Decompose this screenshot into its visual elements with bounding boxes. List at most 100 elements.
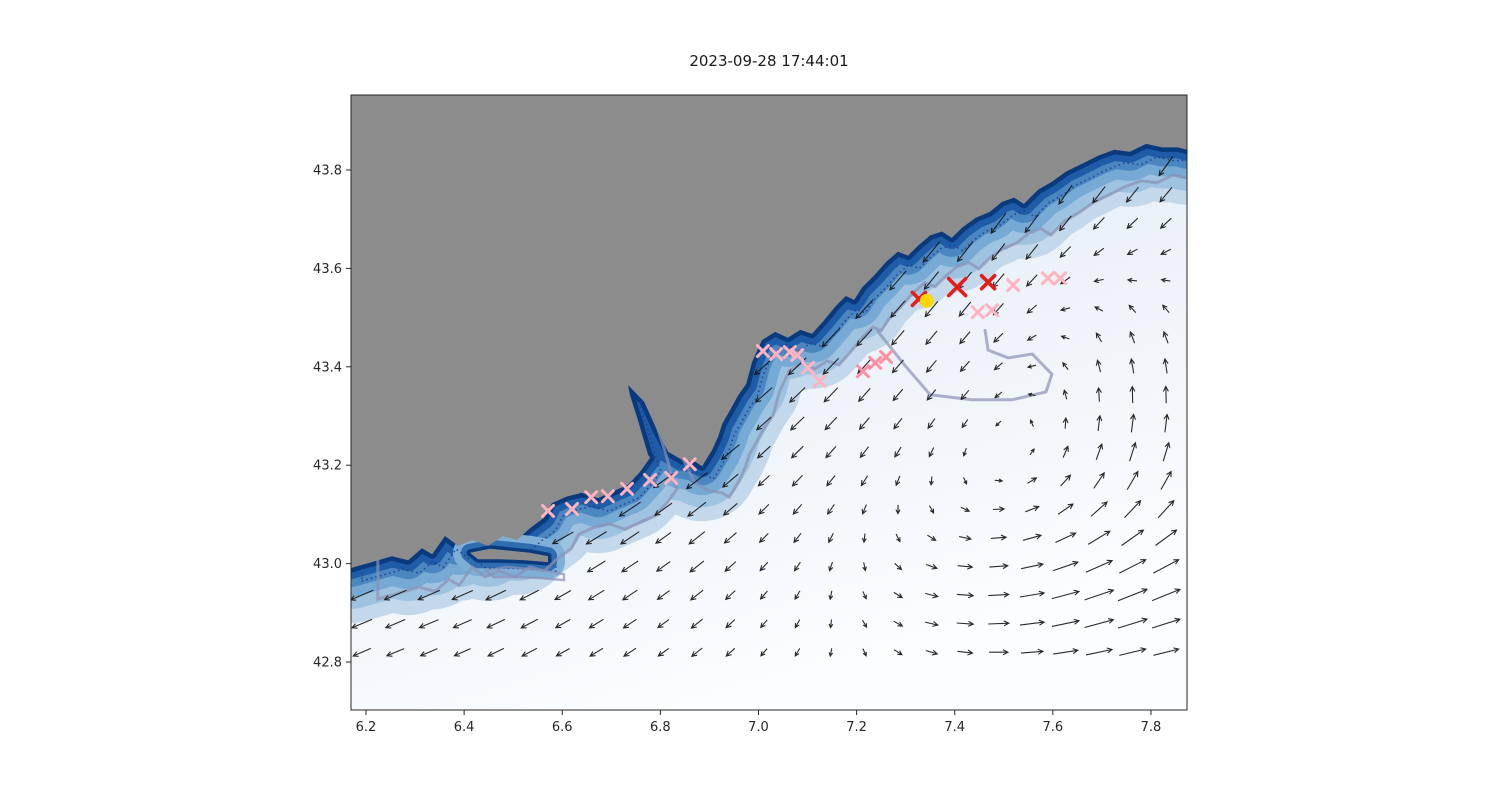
current-arrow [861,504,867,515]
current-arrow [925,563,939,570]
current-arrow [892,388,904,402]
current-arrow [993,332,1004,343]
current-arrow [1126,277,1138,283]
plot-border [350,94,1188,711]
current-arrow [1093,277,1104,284]
current-arrow [1060,335,1070,340]
current-arrow [657,619,670,629]
current-arrow [893,417,903,430]
y-tick-label: 43.8 [313,164,342,179]
current-arrow [486,618,506,629]
current-arrow [1053,560,1079,572]
current-quiver [351,156,1182,658]
current-arrow [956,620,975,627]
current-arrow [1121,529,1145,546]
current-arrow [1119,559,1147,574]
current-arrow [1085,559,1114,573]
current-arrow [994,391,1003,399]
pink-x-marker [1006,278,1021,293]
current-arrow [1027,392,1036,397]
current-arrow [957,649,974,656]
pink-x-marker [600,489,615,504]
current-arrow [688,531,706,545]
current-arrow [791,474,803,487]
current-arrow [1153,559,1180,574]
current-arrow [928,476,934,486]
current-arrow [1025,274,1038,287]
current-arrow [1162,441,1171,462]
current-arrow [862,562,867,572]
current-arrow [862,591,867,600]
current-arrow [1051,589,1081,600]
current-arrow [1060,474,1072,487]
current-arrow [925,330,938,346]
current-arrow [1151,588,1182,602]
current-arrow [687,501,707,517]
current-arrow [1158,156,1174,177]
current-arrow [351,618,373,629]
current-arrow [1096,414,1103,432]
current-arrow [1162,357,1169,374]
current-arrow [759,561,769,572]
current-arrow [1157,499,1175,519]
current-arrow [988,620,1011,627]
current-arrow [855,299,874,320]
current-arrow [1093,247,1105,257]
current-arrow [991,243,1006,262]
x-tick-label: 7.8 [1141,720,1162,735]
current-arrow [990,534,1008,541]
x-tick-label: 6.8 [650,720,671,735]
current-arrow [956,592,975,599]
current-arrow [828,590,834,601]
current-arrow [484,589,507,601]
x-tick-label: 7.2 [846,720,867,735]
current-arrow [620,560,639,573]
current-arrow [860,475,869,487]
current-arrow [962,448,967,457]
current-arrow [1092,186,1106,204]
current-arrow [895,504,901,515]
current-arrow [760,648,768,657]
current-arrow [1026,334,1037,341]
current-arrow [1159,187,1173,203]
current-arrow [856,329,873,347]
current-arrow [858,417,870,431]
current-arrow [893,649,903,656]
red-x-marker [979,273,997,291]
current-arrow [1155,529,1178,546]
pink-x-marker [1040,271,1055,286]
current-arrow [862,619,868,629]
current-arrow [656,590,670,601]
current-arrow [794,648,801,658]
current-arrow [419,648,438,657]
current-arrow [927,534,937,542]
current-arrow [891,330,905,346]
current-arrow [690,618,703,629]
x-tick-label: 6.2 [356,720,377,735]
current-arrow [588,618,604,629]
current-arrow [723,532,737,544]
axes: 6.2 6.4 6.6 6.8 7.0 7.2 7.4 7.6 7.8 42.8 43.0 43.2 4… [313,94,1188,735]
current-arrow [990,212,1007,235]
current-arrow [657,647,670,657]
current-arrow [857,388,871,403]
current-arrow [1062,389,1068,400]
current-arrow [1126,217,1139,230]
current-arrow [993,362,1003,371]
current-arrow [1026,304,1038,314]
current-arrow [1087,530,1111,545]
current-arrow [418,619,439,629]
plot-title: 2023-09-28 17:44:01 [689,52,849,70]
station-markers [541,271,1068,518]
current-arrow [1128,304,1137,313]
current-arrow [1162,304,1170,314]
current-arrow [890,300,906,319]
current-arrow [989,649,1010,656]
current-arrow [1022,533,1043,541]
y-tick-label: 43.4 [313,360,342,375]
current-arrow [1053,648,1080,655]
current-arrow [1092,217,1105,230]
current-arrow [789,416,805,431]
current-arrow [1026,364,1037,369]
